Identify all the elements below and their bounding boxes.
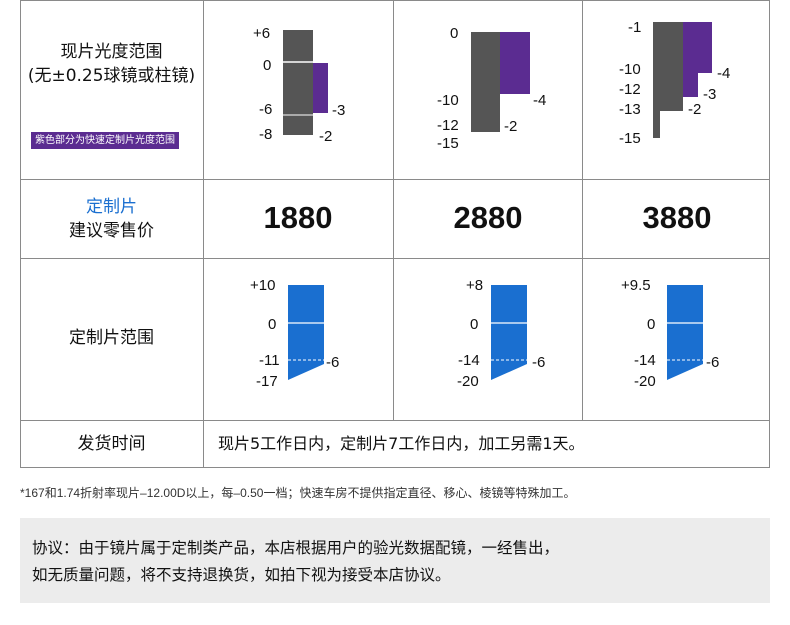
price-label-line2: 建议零售价 <box>69 221 154 241</box>
tick-label: -6 <box>706 354 720 371</box>
tick-label: -1 <box>628 19 642 36</box>
tick-label: -12 <box>437 117 459 134</box>
custom-range-label: 定制片范围 <box>69 328 154 348</box>
tick-label: -11 <box>259 352 280 369</box>
purple-legend-badge: 紫色部分为快速定制片光度范围 <box>31 132 179 149</box>
row-divider-1 <box>20 179 770 180</box>
stock-range-chart-3 <box>653 22 712 138</box>
tick-label: -14 <box>634 352 656 369</box>
custom-range-chart-2 <box>491 285 527 380</box>
tick-label: +8 <box>466 277 484 294</box>
purple-bar <box>313 63 328 113</box>
blue-range-shape <box>491 285 527 380</box>
stock-range-chart-1 <box>283 30 328 135</box>
gray-bar <box>653 22 660 138</box>
purple-bar <box>500 32 530 94</box>
notice-line1: 协议：由于镜片属于定制类产品，本店根据用户的验光数据配镜，一经售出， <box>32 539 560 557</box>
tick-label: -2 <box>688 101 702 118</box>
tick-label: 0 <box>647 316 656 333</box>
price-value-2: 2880 <box>453 200 523 235</box>
tick-label: -6 <box>532 354 546 371</box>
delivery-label: 发货时间 <box>77 434 146 454</box>
tick-label: -13 <box>619 101 641 118</box>
tick-label: -4 <box>533 92 547 109</box>
price-label: 定制片 建议零售价 <box>20 195 203 243</box>
price-label-line1: 定制片 <box>86 197 137 217</box>
stock-range-label-line1: 现片光度范围 <box>60 42 163 62</box>
tick-label: -8 <box>259 126 273 143</box>
custom-range-chart-3 <box>667 285 703 380</box>
tick-label: -10 <box>437 92 459 109</box>
tick-label: -12 <box>619 81 641 98</box>
tick-label: -15 <box>437 135 459 152</box>
gray-bar <box>660 22 683 111</box>
tick-label: -17 <box>256 373 278 390</box>
stock-range-chart-2 <box>471 32 530 132</box>
tick-label: -15 <box>619 130 641 147</box>
tick-label: -10 <box>619 61 641 78</box>
column-divider-3 <box>582 0 583 421</box>
tick-label: +6 <box>253 25 271 42</box>
tick-label: -6 <box>326 354 340 371</box>
purple-bar <box>683 73 698 97</box>
tick-label: 0 <box>268 316 277 333</box>
price-value-1: 1880 <box>263 200 333 235</box>
tick-label: -6 <box>259 101 273 118</box>
table-border-top <box>20 0 770 1</box>
agreement-notice: 协议：由于镜片属于定制类产品，本店根据用户的验光数据配镜，一经售出， 如无质量问… <box>20 518 770 603</box>
gray-bar <box>471 32 500 132</box>
custom-range-chart-1 <box>288 285 324 380</box>
table-border-left <box>20 0 21 468</box>
tick-label: 0 <box>470 316 479 333</box>
tick-label: -14 <box>458 352 480 369</box>
stock-range-label: 现片光度范围 (无±0.25球镜或柱镜) <box>20 40 203 88</box>
price-value-3: 3880 <box>642 200 712 235</box>
tick-label: 0 <box>263 57 272 74</box>
blue-range-shape <box>288 285 324 380</box>
tick-label: -20 <box>457 373 479 390</box>
row-divider-3 <box>20 420 770 421</box>
tick-label: +9.5 <box>621 277 651 294</box>
tick-label: -2 <box>319 128 333 145</box>
tick-label: -20 <box>634 373 656 390</box>
table-border-right <box>769 0 770 468</box>
tick-label: +10 <box>250 277 276 294</box>
tick-label: -3 <box>332 102 346 119</box>
gray-bar <box>283 30 313 135</box>
stock-range-label-line2: (无±0.25球镜或柱镜) <box>27 66 196 86</box>
notice-line2: 如无质量问题，将不支持退换货，如拍下视为接受本店协议。 <box>32 566 451 584</box>
purple-bar <box>683 22 712 73</box>
column-divider-2 <box>393 0 394 421</box>
delivery-text: 现片5工作日内，定制片7工作日内，加工另需1天。 <box>218 434 585 453</box>
footnote: *167和1.74折射率现片–12.00D以上，每–0.50一档；快速车房不提供… <box>20 486 576 500</box>
tick-label: -2 <box>504 118 518 135</box>
tick-label: -4 <box>717 65 731 82</box>
table-border-bottom <box>20 467 770 468</box>
column-divider-1 <box>203 0 204 468</box>
tick-label: -3 <box>703 86 717 103</box>
row-divider-2 <box>20 258 770 259</box>
blue-range-shape <box>667 285 703 380</box>
tick-label: 0 <box>450 25 459 42</box>
